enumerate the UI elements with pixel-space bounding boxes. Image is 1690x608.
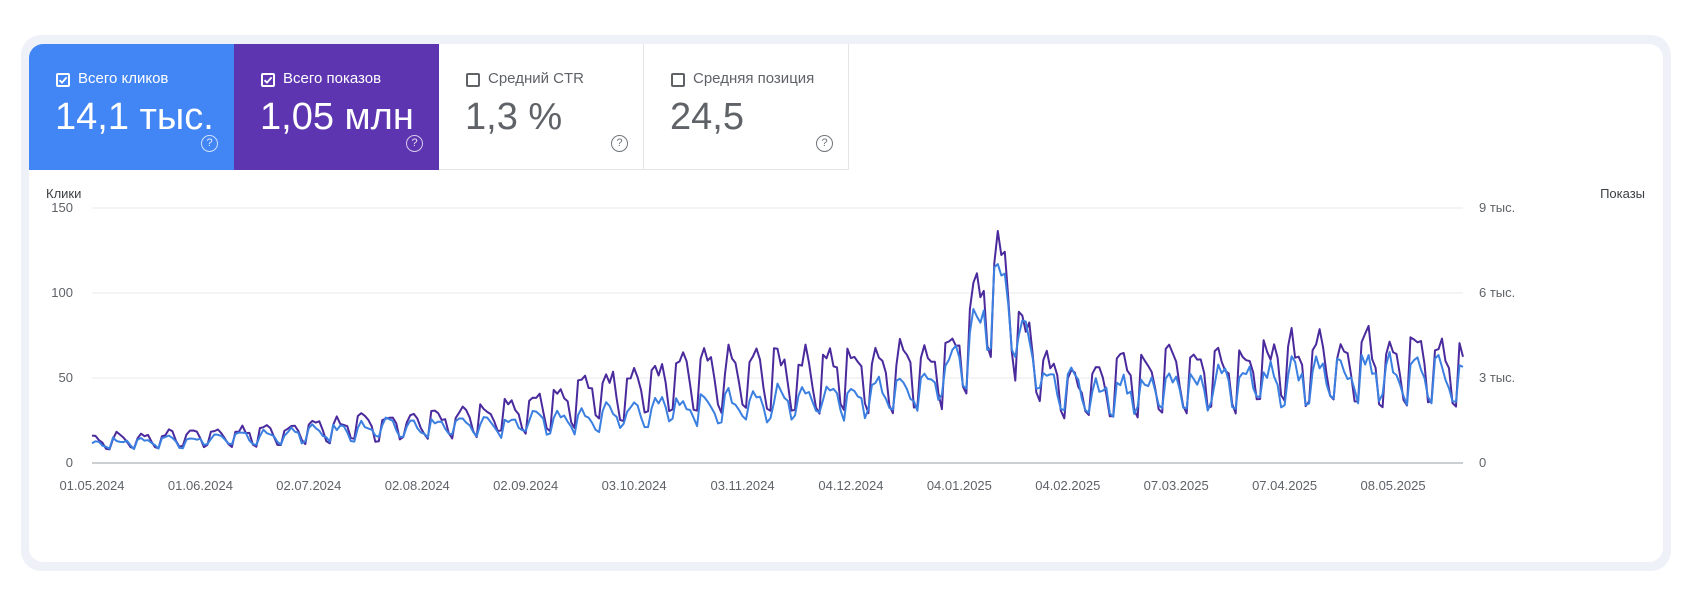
- y-left-tick-label: 0: [66, 455, 73, 470]
- metric-label: Всего показов: [283, 70, 382, 87]
- clicks-series-line: [91, 263, 1464, 451]
- help-icon[interactable]: ?: [201, 135, 218, 152]
- metric-value: 1,3 %: [465, 96, 563, 138]
- checkbox-unchecked-icon[interactable]: [671, 73, 685, 87]
- y-left-tick-label: 150: [51, 200, 73, 215]
- x-tick-label: 04.01.2025: [927, 478, 992, 493]
- checkbox-unchecked-icon[interactable]: [466, 73, 480, 87]
- metric-tab-clicks[interactable]: Всего кликов 14,1 тыс. ?: [29, 44, 234, 170]
- x-tick-label: 08.05.2025: [1361, 478, 1426, 493]
- performance-chart: Клики Показы 0 0 50 3 тыс. 100 6 тыс. 150 9 тыс…: [46, 186, 1645, 493]
- metric-tabs: Всего кликов 14,1 тыс. ? Всего показов 1…: [29, 44, 849, 170]
- x-tick-label: 02.07.2024: [276, 478, 341, 493]
- help-icon[interactable]: ?: [406, 135, 423, 152]
- x-tick-label: 07.04.2025: [1252, 478, 1317, 493]
- metric-tab-ctr[interactable]: Средний CTR 1,3 % ?: [439, 44, 644, 170]
- x-tick-label: 03.11.2024: [710, 478, 774, 493]
- y-right-tick-label: 9 тыс.: [1479, 200, 1515, 215]
- x-tick-label: 04.12.2024: [818, 478, 883, 493]
- performance-card: Всего кликов 14,1 тыс. ? Всего показов 1…: [29, 44, 1663, 562]
- left-axis-title: Клики: [46, 186, 81, 201]
- x-tick-label: 02.09.2024: [493, 478, 558, 493]
- metric-label: Средняя позиция: [693, 70, 815, 87]
- x-tick-label: 02.08.2024: [385, 478, 450, 493]
- checkbox-checked-icon[interactable]: [261, 73, 275, 87]
- y-right-tick-label: 3 тыс.: [1479, 370, 1515, 385]
- checkbox-checked-icon[interactable]: [56, 73, 70, 87]
- help-icon[interactable]: ?: [816, 135, 833, 152]
- y-right-tick-label: 6 тыс.: [1479, 285, 1515, 300]
- right-axis-title: Показы: [1600, 186, 1645, 201]
- x-tick-label: 01.05.2024: [59, 478, 124, 493]
- metric-label: Средний CTR: [488, 70, 584, 87]
- x-tick-label: 03.10.2024: [602, 478, 667, 493]
- help-icon[interactable]: ?: [611, 135, 628, 152]
- metric-value: 24,5: [670, 96, 744, 138]
- metric-label: Всего кликов: [78, 70, 169, 87]
- x-tick-label: 04.02.2025: [1035, 478, 1100, 493]
- metric-value: 1,05 млн: [260, 96, 414, 138]
- metric-value: 14,1 тыс.: [55, 96, 214, 138]
- x-tick-label: 01.06.2024: [168, 478, 233, 493]
- impressions-series-line: [91, 230, 1464, 451]
- metric-tab-impressions[interactable]: Всего показов 1,05 млн ?: [234, 44, 439, 170]
- metric-tab-position[interactable]: Средняя позиция 24,5 ?: [644, 44, 849, 170]
- y-left-tick-label: 100: [51, 285, 73, 300]
- x-tick-label: 07.03.2025: [1144, 478, 1209, 493]
- y-left-tick-label: 50: [59, 370, 73, 385]
- y-right-tick-label: 0: [1479, 455, 1486, 470]
